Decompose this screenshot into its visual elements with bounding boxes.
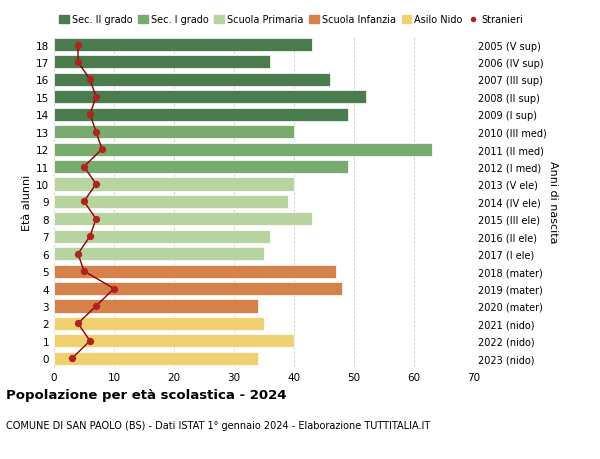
Point [73, 59, 83, 67]
Text: Popolazione per età scolastica - 2024: Popolazione per età scolastica - 2024 [6, 388, 287, 401]
Bar [54, 265, 336, 278]
Text: COMUNE DI SAN PAOLO (BS) - Dati ISTAT 1° gennaio 2024 - Elaborazione TUTTITALIA.: COMUNE DI SAN PAOLO (BS) - Dati ISTAT 1°… [6, 420, 430, 430]
Bar [54, 39, 312, 52]
Point [67, 355, 77, 362]
Bar [54, 213, 312, 226]
Point [97, 146, 107, 153]
Point [85, 77, 95, 84]
Bar [54, 108, 348, 122]
Point [79, 268, 89, 275]
Legend: Sec. II grado, Sec. I grado, Scuola Primaria, Scuola Infanzia, Asilo Nido, Stran: Sec. II grado, Sec. I grado, Scuola Prim… [59, 15, 523, 25]
Bar [54, 317, 264, 330]
Point [91, 94, 101, 101]
Point [79, 163, 89, 171]
Y-axis label: Anni di nascita: Anni di nascita [548, 161, 558, 243]
Point [91, 216, 101, 223]
Bar [54, 300, 258, 313]
Point [79, 198, 89, 206]
Point [73, 320, 83, 327]
Bar [54, 335, 294, 347]
Bar [54, 126, 294, 139]
Bar [54, 143, 432, 157]
Point [91, 302, 101, 310]
Y-axis label: Età alunni: Età alunni [22, 174, 32, 230]
Point [73, 251, 83, 258]
Point [91, 129, 101, 136]
Point [85, 337, 95, 345]
Bar [54, 178, 294, 191]
Bar [54, 56, 270, 69]
Bar [54, 352, 258, 365]
Point [91, 181, 101, 188]
Bar [54, 196, 288, 208]
Bar [54, 247, 264, 261]
Bar [54, 230, 270, 243]
Point [109, 285, 119, 292]
Bar [54, 282, 342, 296]
Bar [54, 74, 330, 87]
Bar [54, 161, 348, 174]
Point [85, 112, 95, 119]
Point [73, 42, 83, 49]
Point [85, 233, 95, 241]
Bar [54, 91, 366, 104]
